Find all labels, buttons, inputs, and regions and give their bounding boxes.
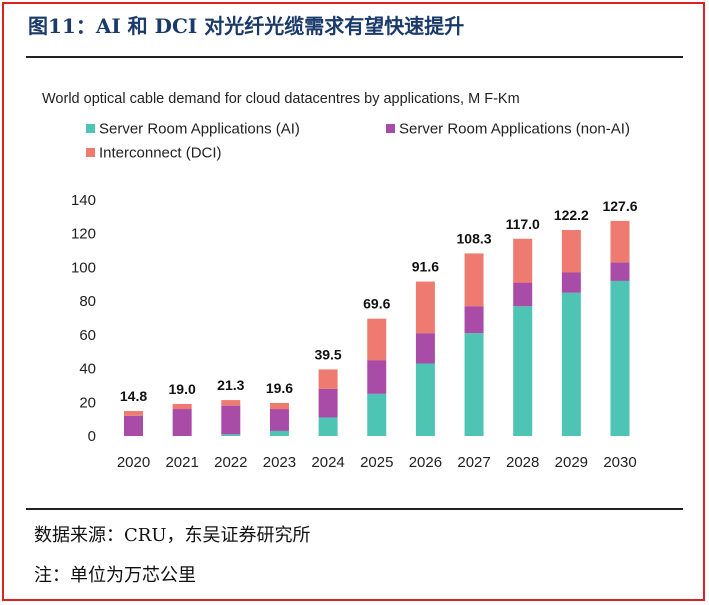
bar-segment [367,393,387,436]
bar-segment [610,280,630,436]
bar-segment [415,281,435,334]
bar-segment [464,306,484,334]
x-tick-label: 2027 [457,454,490,471]
bar-segment [221,434,241,436]
total-label: 127.6 [602,198,637,214]
total-label: 91.6 [412,259,439,275]
total-label: 39.5 [314,346,341,362]
x-tick-label: 2020 [117,454,150,471]
y-axis: 0 20 40 60 80 100 120 140 [71,192,96,445]
x-tick-label: 2024 [311,454,344,471]
bar-segment [221,400,241,406]
x-tick-label: 2021 [165,454,198,471]
bar-segment [269,430,289,436]
bar-segment [561,292,581,436]
legend-swatch-ai [86,124,95,133]
y-tick-label: 20 [79,394,96,411]
total-label: 19.6 [266,380,293,396]
x-tick-label: 2029 [555,454,588,471]
x-axis: 2020 2021 2022 2023 2024 2025 2026 2027 2028 2029… [117,454,637,471]
total-label: 69.6 [363,296,390,312]
legend-label-ai: Server Room Applications (AI) [99,121,300,138]
y-tick-label: 60 [79,327,96,344]
bar-segment [464,333,484,436]
legend-swatch-non-ai [386,124,395,133]
bar-segment [124,415,143,436]
legend: Server Room Applications (AI) Server Roo… [86,121,630,162]
source-note: 数据来源：CRU，东吴证券研究所 [34,525,311,546]
bar-segment [610,262,630,281]
bar-segment [269,409,289,431]
bar-segment [367,318,387,361]
bar-segment [318,369,338,389]
total-label: 14.8 [120,388,147,404]
y-tick-label: 40 [79,361,96,378]
bar-segment [513,238,533,283]
bar-segment [415,363,435,436]
y-tick-label: 0 [88,428,96,445]
total-label: 21.3 [217,377,244,393]
x-tick-label: 2025 [360,454,393,471]
bar-segment [415,333,435,364]
bar-segment [124,411,143,416]
bar-segment [561,230,581,273]
bar-segment [367,360,387,394]
bar-segment [610,220,630,263]
bar-segment [464,253,484,307]
x-tick-label: 2028 [506,454,539,471]
bar-segment [513,282,533,307]
total-label: 122.2 [554,207,589,223]
bar-segment [221,405,241,435]
legend-swatch-dci [86,148,95,157]
legend-label-dci: Interconnect (DCI) [99,145,222,162]
stacked-bar-chart: World optical cable demand for cloud dat… [42,91,638,471]
x-tick-label: 2022 [214,454,247,471]
figure-title: 图11：AI 和 DCI 对光纤光缆需求有望快速提升 [28,14,465,38]
bar-segment [172,403,192,410]
bar-segment [318,417,338,436]
total-label: 19.0 [169,381,196,397]
legend-label-non-ai: Server Room Applications (non-AI) [399,121,630,138]
unit-note: 注：单位为万芯公里 [34,565,196,586]
total-label: 117.0 [506,216,540,232]
total-labels: 14.8 19.0 21.3 19.6 39.5 69.6 91.6 108.3 117.0 12… [120,198,638,404]
bottom-rule [26,508,683,510]
bar-segment [561,272,581,293]
bar-segment [513,306,533,436]
y-tick-label: 100 [71,259,96,276]
top-rule [26,56,683,58]
x-tick-label: 2026 [409,454,442,471]
total-label: 108.3 [457,230,492,246]
chart-title: World optical cable demand for cloud dat… [42,91,520,107]
x-tick-label: 2030 [603,454,636,471]
bar-segment [269,402,289,410]
x-tick-label: 2023 [263,454,296,471]
y-tick-label: 140 [71,192,96,209]
bar-segment [172,409,192,436]
bars [124,220,630,436]
y-tick-label: 80 [79,293,96,310]
y-tick-label: 120 [71,226,96,243]
bar-segment [318,388,338,418]
